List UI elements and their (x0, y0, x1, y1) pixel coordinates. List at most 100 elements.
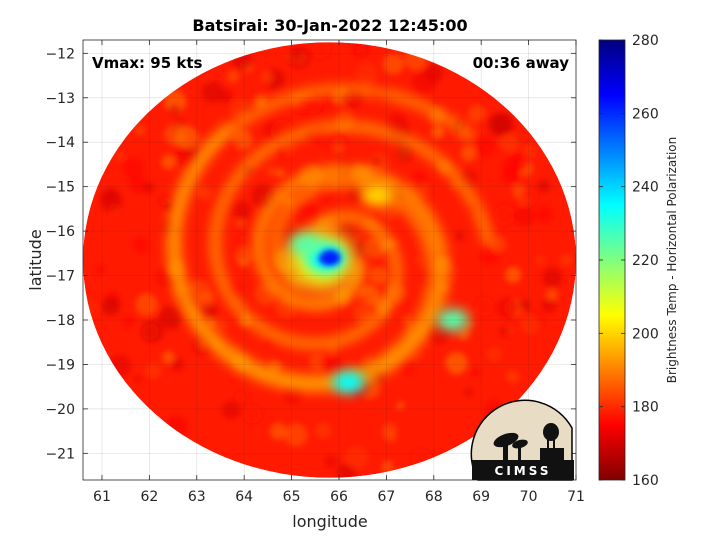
x-tick-label: 64 (235, 489, 253, 505)
y-tick-label: −12 (45, 46, 75, 62)
y-tick-label: −14 (45, 135, 75, 151)
x-tick-label: 66 (330, 489, 348, 505)
texture-cell (430, 125, 445, 139)
colorbar-label: Brightness Temp - Horizontal Polarizatio… (665, 137, 679, 384)
x-tick-label: 71 (567, 489, 585, 505)
texture-cell (371, 157, 381, 167)
texture-cell (164, 203, 174, 213)
texture-cell (161, 351, 175, 364)
texture-cell (269, 422, 287, 440)
x-tick-label: 68 (425, 489, 443, 505)
x-tick-label: 63 (188, 489, 206, 505)
texture-cell (200, 290, 215, 306)
cimss-logo: CIMSS (470, 399, 574, 481)
y-axis-label: latitude (26, 229, 45, 290)
texture-cell (369, 266, 388, 285)
texture-cell (132, 236, 149, 253)
spiral-band-1 (173, 85, 474, 384)
texture-cell (535, 205, 553, 224)
texture-cell (238, 235, 251, 248)
texture-cell (364, 236, 387, 259)
texture-cell (173, 146, 194, 167)
texture-cell (197, 185, 212, 201)
colorbar-tick-label: 280 (632, 33, 659, 49)
axes-box (82, 39, 577, 481)
texture-cell (198, 136, 207, 145)
texture-cell (386, 113, 408, 135)
texture-cell (496, 297, 518, 319)
colorbar-tick-label: 260 (632, 106, 659, 122)
texture-cell (264, 338, 274, 348)
x-axis-label: longitude (292, 512, 367, 531)
texture-cell (382, 53, 405, 75)
convective-features (287, 184, 469, 394)
texture-cell (474, 135, 496, 158)
colorbar-tick-label: 200 (632, 326, 659, 342)
texture-cell (396, 144, 413, 161)
texture-cell (254, 94, 268, 108)
satellite-dish-icon (493, 432, 528, 460)
texture-cell (537, 179, 550, 193)
texture-cell (396, 401, 405, 410)
y-tick-label: −21 (45, 446, 75, 462)
spiral-band-2 (211, 122, 493, 348)
colorbar-tick-label: 240 (632, 180, 659, 196)
texture-cell (222, 400, 241, 420)
texture-cell (560, 254, 572, 266)
x-ticks: 61 62 63 64 65 66 67 68 69 70 71 (93, 40, 585, 505)
texture-cell (140, 319, 165, 343)
texture-cell (355, 61, 378, 84)
texture-cell (348, 185, 365, 202)
colorbar (598, 39, 626, 481)
texture-cell (506, 370, 520, 384)
texture-cell (457, 327, 471, 341)
texture-cell (284, 423, 308, 447)
feature-band-2 (332, 371, 365, 394)
texture-cell (260, 70, 273, 83)
texture-cell (122, 157, 145, 179)
y-ticks: −12 −13 −14 −15 −16 −17 −18 −19 −20 −21 (45, 46, 576, 462)
x-tick-label: 65 (283, 489, 301, 505)
texture-cell (402, 314, 411, 324)
x-tick-label: 69 (472, 489, 490, 505)
texture-cell (122, 315, 135, 328)
eyewall-core (318, 249, 341, 266)
texture-cell (226, 70, 240, 83)
texture-cell (115, 151, 125, 161)
texture-cell (519, 187, 538, 206)
logo-banner (472, 460, 574, 480)
texture-cell (143, 182, 155, 194)
texture-cell (486, 346, 502, 362)
texture-cell (542, 267, 563, 288)
texture-cell (243, 405, 262, 424)
texture-cell (101, 297, 121, 316)
swath (83, 42, 576, 478)
texture-cell (158, 305, 183, 330)
texture-cell (381, 423, 398, 439)
texture-cell (200, 302, 218, 320)
texture-cell (443, 364, 452, 374)
colorbar-ticks: 160 180 200 220 240 260 280 (599, 33, 659, 489)
texture-cell (294, 96, 314, 116)
logo-text: CIMSS (495, 464, 552, 478)
texture-cell (399, 360, 415, 376)
texture-cell (499, 133, 519, 153)
texture-cell (521, 314, 541, 335)
x-tick-label: 70 (520, 489, 538, 505)
texture-cell (541, 298, 557, 314)
texture-cell (431, 98, 440, 107)
feature-band-3 (436, 309, 469, 331)
y-tick-label: −17 (45, 269, 75, 285)
texture-cell (99, 188, 123, 212)
colorbar-tick-label: 180 (632, 400, 659, 416)
x-tick-label: 61 (93, 489, 111, 505)
texture-cell (464, 387, 474, 397)
texture-cell (170, 357, 185, 372)
texture-cell (499, 326, 510, 337)
texture-cell (238, 258, 249, 268)
y-tick-label: −18 (45, 313, 75, 329)
texture-cell (513, 205, 536, 227)
texture-cell (275, 168, 285, 178)
texture-cell (414, 256, 424, 265)
